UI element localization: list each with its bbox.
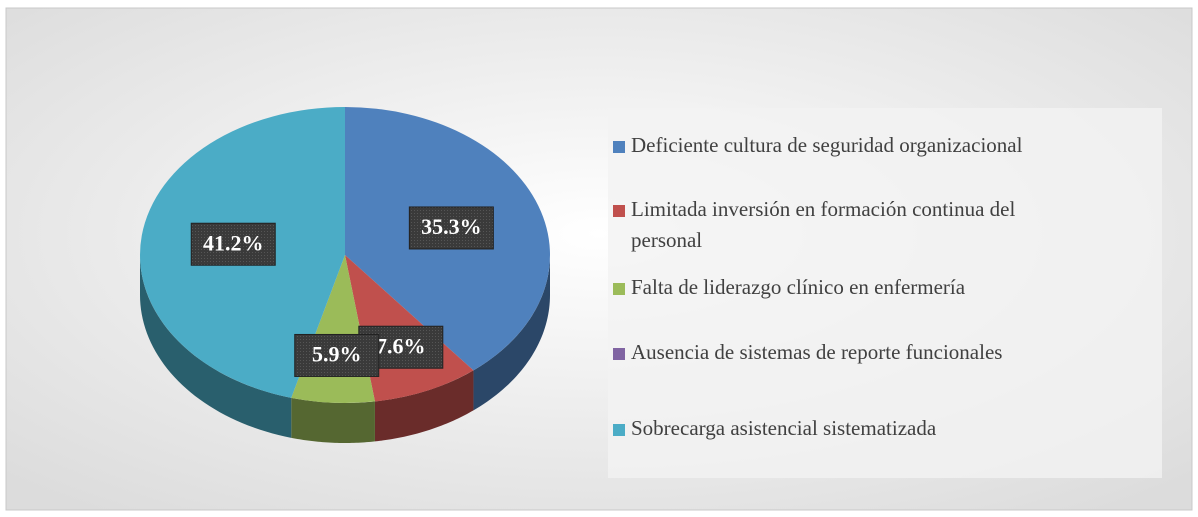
legend-label: Deficiente cultura de seguridad organiza… bbox=[631, 133, 1023, 157]
slice-side bbox=[473, 255, 550, 411]
data-label: 41.2% bbox=[203, 230, 264, 255]
legend-label: Falta de liderazgo clínico en enfermería bbox=[631, 275, 966, 299]
legend-label: Limitada inversión en formación continua… bbox=[631, 197, 1015, 252]
legend-marker bbox=[613, 205, 625, 217]
slice-side bbox=[291, 397, 375, 443]
slice-side bbox=[374, 370, 474, 442]
legend-marker bbox=[613, 283, 625, 295]
legend-label: Sobrecarga asistencial sistematizada bbox=[631, 416, 937, 440]
legend-box bbox=[608, 108, 1162, 478]
data-label-box bbox=[408, 206, 494, 250]
data-label-box bbox=[190, 222, 276, 266]
legend-marker bbox=[613, 141, 625, 153]
legend-marker bbox=[613, 424, 625, 436]
data-label: 5.9% bbox=[312, 342, 362, 367]
slice-side bbox=[140, 255, 292, 438]
data-label-box bbox=[294, 333, 380, 377]
legend-label: Ausencia de sistemas de reporte funciona… bbox=[631, 340, 1002, 364]
data-label: 35.3% bbox=[421, 214, 482, 239]
data-label: 7.6% bbox=[376, 333, 426, 358]
legend-marker bbox=[613, 348, 625, 360]
